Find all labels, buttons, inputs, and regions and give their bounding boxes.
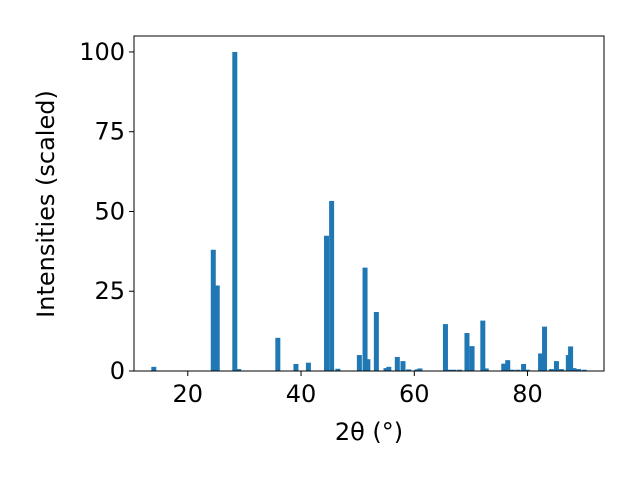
- x-tick-label: 40: [286, 380, 317, 408]
- bar: [464, 333, 470, 371]
- x-tick-label: 80: [512, 380, 543, 408]
- bar: [373, 311, 379, 371]
- bars-group: [151, 51, 587, 371]
- bar: [236, 369, 242, 371]
- bar: [515, 369, 521, 371]
- bar: [525, 369, 531, 371]
- bar: [383, 368, 389, 371]
- bar: [457, 369, 463, 371]
- bar: [365, 359, 371, 371]
- bar: [548, 369, 554, 371]
- y-tick-label: 50: [94, 197, 125, 225]
- x-tick-label: 20: [173, 380, 204, 408]
- bar: [275, 337, 281, 371]
- y-tick-label: 25: [94, 277, 125, 305]
- bar: [576, 369, 582, 371]
- y-tick-label: 100: [79, 38, 125, 66]
- bar: [483, 368, 489, 371]
- x-tick-label: 60: [399, 380, 430, 408]
- bar: [480, 320, 486, 371]
- bar: [571, 368, 577, 371]
- bar: [400, 361, 406, 371]
- bar: [581, 369, 587, 371]
- bar: [293, 363, 299, 371]
- bar: [356, 355, 362, 371]
- bar: [329, 200, 335, 371]
- bar: [538, 353, 544, 371]
- bar: [151, 366, 157, 371]
- bar: [568, 346, 574, 371]
- bar: [501, 363, 507, 371]
- bar: [210, 249, 216, 371]
- bar: [442, 324, 448, 371]
- bar: [324, 235, 330, 371]
- y-axis-label: Intensities (scaled): [32, 90, 60, 318]
- bar: [305, 362, 311, 371]
- plot-frame: [133, 35, 605, 372]
- bar: [406, 369, 412, 371]
- bar: [521, 363, 527, 371]
- bar: [386, 366, 392, 371]
- bar: [446, 369, 452, 371]
- bar: [542, 326, 548, 371]
- bar: [553, 361, 559, 371]
- x-axis-label: 2θ (°): [335, 418, 403, 446]
- bar: [505, 360, 511, 371]
- y-axis: 0 25 50 75 100: [79, 38, 134, 385]
- bar: [417, 368, 423, 371]
- bar: [469, 346, 475, 371]
- bar: [232, 51, 238, 371]
- bar: [214, 285, 220, 371]
- bar: [509, 369, 515, 371]
- y-tick-label: 75: [94, 118, 125, 146]
- bar: [451, 369, 457, 371]
- x-axis: 20 40 60 80: [173, 371, 543, 408]
- bar: [335, 368, 341, 371]
- bar: [394, 356, 400, 371]
- bar: [414, 369, 420, 371]
- bar: [362, 267, 368, 371]
- y-tick-label: 0: [110, 357, 125, 385]
- bar: [559, 369, 565, 371]
